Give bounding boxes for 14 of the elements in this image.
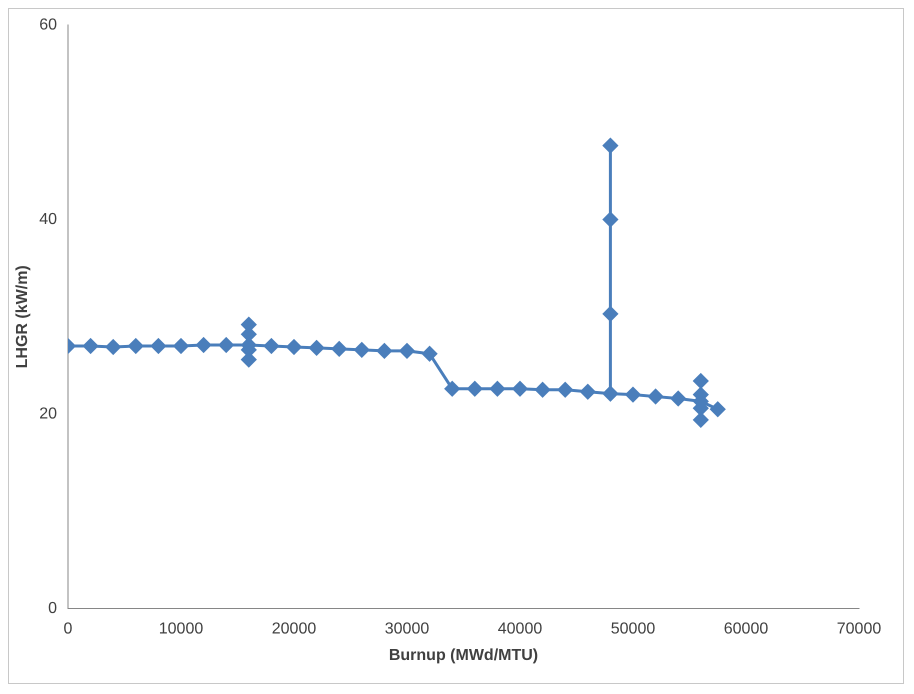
y-tick-label: 60	[39, 16, 58, 34]
x-tick-label: 0	[64, 620, 73, 638]
y-tick-label: 20	[39, 405, 58, 422]
x-tick-label: 50000	[610, 620, 656, 638]
x-tick-label: 20000	[272, 620, 316, 638]
y-axis-title: LHGR (kW/m)	[14, 265, 32, 368]
y-tick-label: 40	[39, 210, 58, 228]
x-tick-label: 70000	[836, 620, 882, 638]
x-tick-label: 10000	[158, 620, 204, 638]
x-axis-title: Burnup (MWd/MTU)	[388, 646, 538, 664]
x-tick-label: 40000	[498, 620, 542, 638]
x-tick-label: 60000	[724, 620, 768, 638]
x-tick-label: 30000	[384, 620, 430, 638]
y-tick-label: 0	[48, 600, 58, 618]
